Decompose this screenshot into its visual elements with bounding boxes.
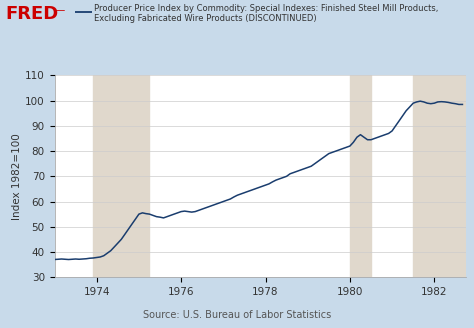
Y-axis label: Index 1982=100: Index 1982=100 (12, 133, 22, 220)
Bar (350, 75, 371, 277)
Bar (93, 75, 149, 277)
Bar (413, 75, 466, 277)
Text: FRED: FRED (6, 5, 59, 23)
Text: Producer Price Index by Commodity: Special Indexes: Finished Steel Mill Products: Producer Price Index by Commodity: Speci… (94, 4, 438, 13)
Text: Excluding Fabricated Wire Products (DISCONTINUED): Excluding Fabricated Wire Products (DISC… (94, 14, 317, 23)
Text: Source: U.S. Bureau of Labor Statistics: Source: U.S. Bureau of Labor Statistics (143, 310, 331, 320)
Text: ―: ― (55, 5, 64, 15)
